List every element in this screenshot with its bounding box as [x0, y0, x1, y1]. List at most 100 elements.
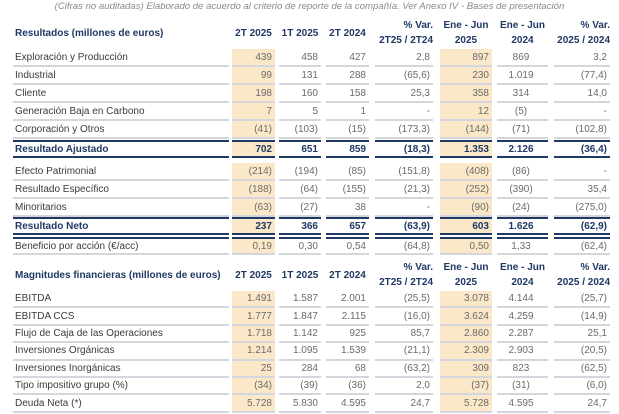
table-cell: 1.626 [497, 217, 548, 235]
column-header: Ene - Jun 2024 [499, 20, 545, 46]
table-cell: (63,2) [375, 361, 433, 378]
column-header: 2T 2024 [329, 269, 366, 281]
row-label: EBITDA [13, 291, 229, 309]
column-header: 1T 2025 [281, 269, 319, 281]
table-cell: (71) [497, 121, 548, 139]
column-header: Ene - Jun 2025 [443, 262, 489, 288]
table-cell: 2,8 [375, 49, 433, 67]
column-header: % Var. 2025 / 2024 [557, 20, 610, 46]
table-row: Inversiones Inorgánicas 25 284 68 (63,2) 309 8… [0, 360, 619, 378]
table-cell: (77,4) [554, 67, 610, 85]
row-label: Tipo impositivo grupo (%) [13, 378, 229, 396]
table-cell: (275,0) [554, 199, 610, 217]
table-cell: (63) [232, 199, 275, 217]
table-cell: 4.259 [497, 308, 548, 326]
table-subtitle: (Cifras no auditadas) Elaborado de acuer… [54, 1, 565, 12]
row-label: Deuda Neta (*) [13, 395, 229, 413]
table-total-row: Resultado Neto 237 366 657 (63,9) 603 1.626 (62… [0, 217, 619, 235]
table-cell: 603 [440, 217, 492, 235]
table-cell: 1.019 [497, 67, 548, 85]
table-total-row: Resultado Ajustado 702 651 859 (18,3) 1.353 2.… [0, 140, 619, 158]
table-row: Efecto Patrimonial (214) (194) (85) (151,8) (… [0, 163, 619, 181]
table-cell: 35,4 [554, 181, 610, 199]
table-cell: (16,0) [375, 308, 433, 326]
column-header: % Var. 2T25 / 2T24 [379, 262, 433, 288]
row-label: Exploración y Producción [13, 49, 229, 67]
table-cell: 0,50 [440, 237, 492, 255]
table-cell: 284 [279, 361, 321, 378]
table-cell: 38 [326, 199, 369, 217]
table-cell: 12 [440, 103, 492, 121]
table-cell: 366 [279, 217, 321, 235]
table-cell: 0,54 [326, 237, 369, 255]
table-cell: (188) [232, 181, 275, 199]
row-label: Cliente [13, 85, 229, 103]
column-header: % Var. 2T25 / 2T24 [379, 20, 433, 46]
table-cell: 198 [232, 85, 275, 103]
table-cell: (63,9) [375, 217, 433, 235]
table-cell: 1.491 [232, 291, 275, 309]
table-cell: (64,8) [375, 237, 433, 255]
table-cell: 1.142 [279, 326, 321, 344]
column-header: 2T 2024 [329, 27, 366, 39]
row-label: Industrial [13, 67, 229, 85]
table-header: Resultados (millones de euros) 2T 2025 1T … [0, 17, 619, 49]
row-label: Resultado Neto [13, 217, 229, 235]
table-cell: 158 [326, 85, 369, 103]
table-cell: (24) [497, 199, 548, 217]
table-cell: (37) [440, 378, 492, 396]
table-cell: (62,9) [554, 217, 610, 235]
table-cell: 3,2 [554, 49, 610, 67]
table-cell: (62,4) [554, 237, 610, 255]
table-cell: - [554, 163, 610, 181]
table-cell: 651 [279, 140, 321, 158]
table-row: Deuda Neta (*) 5.728 5.830 4.595 24,7 5.728 4.… [0, 395, 619, 413]
table-row: Exploración y Producción 439 458 427 2,8 897 8… [0, 49, 619, 67]
table-cell: 5.728 [440, 395, 492, 413]
table-cell: (31) [497, 378, 548, 396]
table-cell: (21,1) [375, 343, 433, 361]
table-cell: 24,7 [554, 395, 610, 413]
table-cell: 5.728 [232, 395, 275, 413]
table-cell: 1,33 [497, 237, 548, 255]
table-cell: 25,3 [375, 85, 433, 103]
table-cell: 1.214 [232, 343, 275, 361]
column-header: % Var. 2025 / 2024 [557, 262, 610, 288]
table-cell: 869 [497, 49, 548, 67]
table-cell: (173,3) [375, 121, 433, 139]
table-cell: 3.624 [440, 308, 492, 326]
table-cell: 237 [232, 217, 275, 235]
table-cell: 288 [326, 67, 369, 85]
table-cell: 24,7 [375, 395, 433, 413]
table-cell: 5.830 [279, 395, 321, 413]
table-cell: 99 [232, 67, 275, 85]
table-row: Cliente 198 160 158 25,3 358 314 14,0 [0, 85, 619, 103]
table-cell: 2.309 [440, 343, 492, 361]
table-cell: 7 [232, 103, 275, 121]
table-cell: 314 [497, 85, 548, 103]
table-cell: (20,5) [554, 343, 610, 361]
row-label: Resultado Ajustado [13, 140, 229, 158]
table-row: Generación Baja en Carbono 7 5 1-12 (5) - [0, 103, 619, 121]
table-cell: (390) [497, 181, 548, 199]
column-header: 2T 2025 [235, 27, 272, 39]
table-cell: (25,7) [554, 291, 610, 309]
table-cell: (252) [440, 181, 492, 199]
table-cell: 1.718 [232, 325, 275, 344]
row-label: Minoritarios [13, 199, 229, 217]
table-cell: 458 [279, 49, 321, 67]
table-cell: 0,30 [279, 237, 321, 255]
table-row: Inversiones Orgánicas 1.214 1.095 1.539 (21,… [0, 343, 619, 361]
table-row: Minoritarios (63) (27) 38- (90) (24) (275,0) [0, 199, 619, 217]
table-cell: 0,19 [232, 237, 275, 255]
table-cell: (21,3) [375, 181, 433, 199]
table-cell: 68 [326, 361, 369, 378]
table-cell: (27) [279, 199, 321, 217]
table-cell: 131 [279, 67, 321, 85]
column-header: Ene - Jun 2025 [443, 20, 489, 46]
table-cell: 859 [326, 140, 369, 158]
table-cell: 230 [440, 67, 492, 85]
table-row: Beneficio por acción (€/acc) 0,19 0,30 0,54… [0, 237, 619, 255]
table-cell: 2.001 [326, 291, 369, 309]
table-cell: (36) [326, 378, 369, 396]
